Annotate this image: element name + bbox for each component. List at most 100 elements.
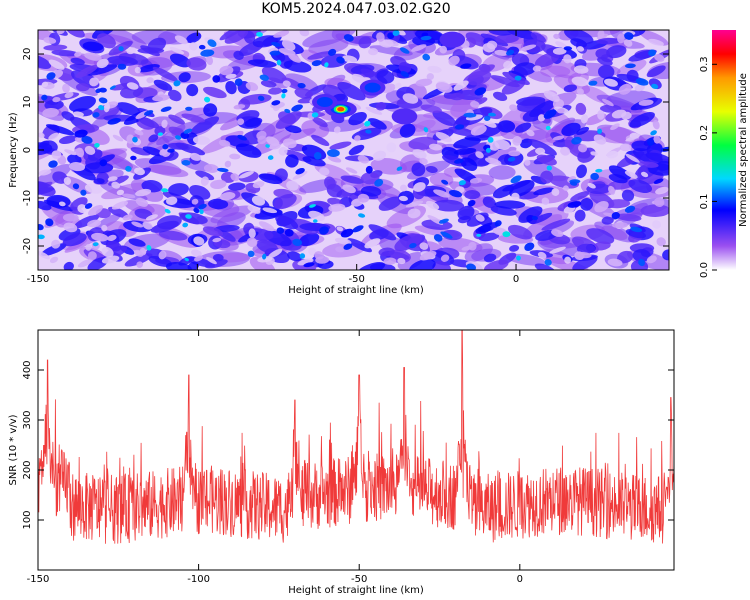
heatmap-blob [92,242,99,247]
heatmap-blob [656,160,669,171]
heatmap-blob [638,99,654,106]
heatmap-blob [625,63,636,69]
heatmap-blob [237,118,245,126]
heatmap-blob [74,51,82,57]
heatmap-blob [610,123,620,131]
heatmap-blob [433,189,450,198]
heatmap-blob [94,142,100,148]
heatmap-blob [101,246,114,258]
heatmap-blob [537,251,547,259]
heatmap-blob [497,154,514,165]
heatmap-blob [308,39,349,55]
heatmap-blob [273,30,290,38]
heatmap-blob [258,173,283,185]
heatmap-blob [576,46,585,52]
heatmap-blob [345,167,358,174]
heatmap-blob [134,129,144,136]
heatmap-blob [134,208,153,219]
heatmap-blob [98,104,105,111]
heatmap-blob [357,193,370,203]
heatmap-blob [654,54,665,62]
heatmap-blob [394,233,423,251]
heatmap-blob [122,214,133,221]
heatmap-blob [593,134,607,145]
colorbar-tick-label: 0.3 [699,56,710,72]
heatmap-blob [607,258,623,267]
heatmap-blob [287,251,302,262]
heatmap-blob [44,99,64,111]
heatmap-blob [238,170,254,179]
heatmap-blob [478,222,499,233]
heatmap-blob [146,77,154,84]
heatmap-blob [184,257,189,262]
heatmap-blob [125,165,132,172]
heatmap-blob [420,104,442,113]
heatmap-blob [357,155,369,164]
heatmap-blob [136,261,144,268]
heatmap-blob [432,261,451,270]
heatmap-blob [520,44,537,51]
heatmap-blob [48,160,58,168]
heatmap-blob [460,63,472,69]
heatmap-blob [546,165,552,171]
heatmap-blob [282,138,297,149]
heatmap-blob [616,213,642,222]
heatmap-blob [298,232,320,247]
heatmap-blob [269,50,281,56]
heatmap-blob [360,186,382,197]
heatmap-hotspot [439,31,466,48]
heatmap-blob [327,155,342,163]
heatmap-blob [167,142,189,150]
heatmap-blob [488,30,514,36]
heatmap-blob [632,249,651,262]
heatmap-blob [67,154,82,165]
heatmap-blob [286,180,299,191]
heatmap-blob [563,84,578,93]
heatmap-blob [512,136,522,146]
heatmap-blob [536,154,557,166]
heatmap-blob [101,224,108,232]
heatmap-blob [514,122,532,133]
heatmap-blob [516,255,521,261]
heatmap-blob [260,80,277,88]
heatmap-blob [485,157,502,166]
heatmap-blob [524,242,535,251]
heatmap-blob [571,76,589,87]
heatmap-blob [453,80,469,91]
heatmap-blob [365,129,372,134]
heatmap-blob [340,228,354,238]
heatmap-blob [247,205,261,214]
heatmap-blob [271,41,281,47]
heatmap-blob [82,41,104,52]
heatmap-blob [288,54,302,63]
heatmap-blob [634,84,645,92]
heatmap-blob [574,209,586,222]
snr-xtick-label: -100 [187,574,210,585]
heatmap-blob [511,192,520,200]
heatmap-hotspot [391,108,418,125]
heatmap-blob [543,90,560,102]
heatmap-blob [448,55,460,66]
heatmap-blob [158,250,167,260]
heatmap-blob [358,36,372,49]
heatmap-blob [48,59,65,70]
heatmap-blob [467,199,476,207]
heatmap-blob [333,126,341,134]
heatmap-blob [575,102,587,115]
heatmap-blob [490,75,520,88]
heatmap-blob [400,184,407,192]
heatmap-blob [294,87,313,99]
heatmap-blob [268,87,283,95]
heatmap-blob [158,230,188,241]
heatmap-blob [372,150,387,161]
heatmap-blob [282,80,291,87]
heatmap-blob [420,35,432,41]
heatmap-blob [38,169,52,176]
heatmap-blob [510,175,522,184]
heatmap-blob [43,37,57,44]
heatmap-blob [252,181,265,189]
heatmap-blob [38,224,44,231]
heatmap-blob [575,251,592,259]
heatmap-blob [185,106,193,111]
heatmap-blob [161,188,169,193]
